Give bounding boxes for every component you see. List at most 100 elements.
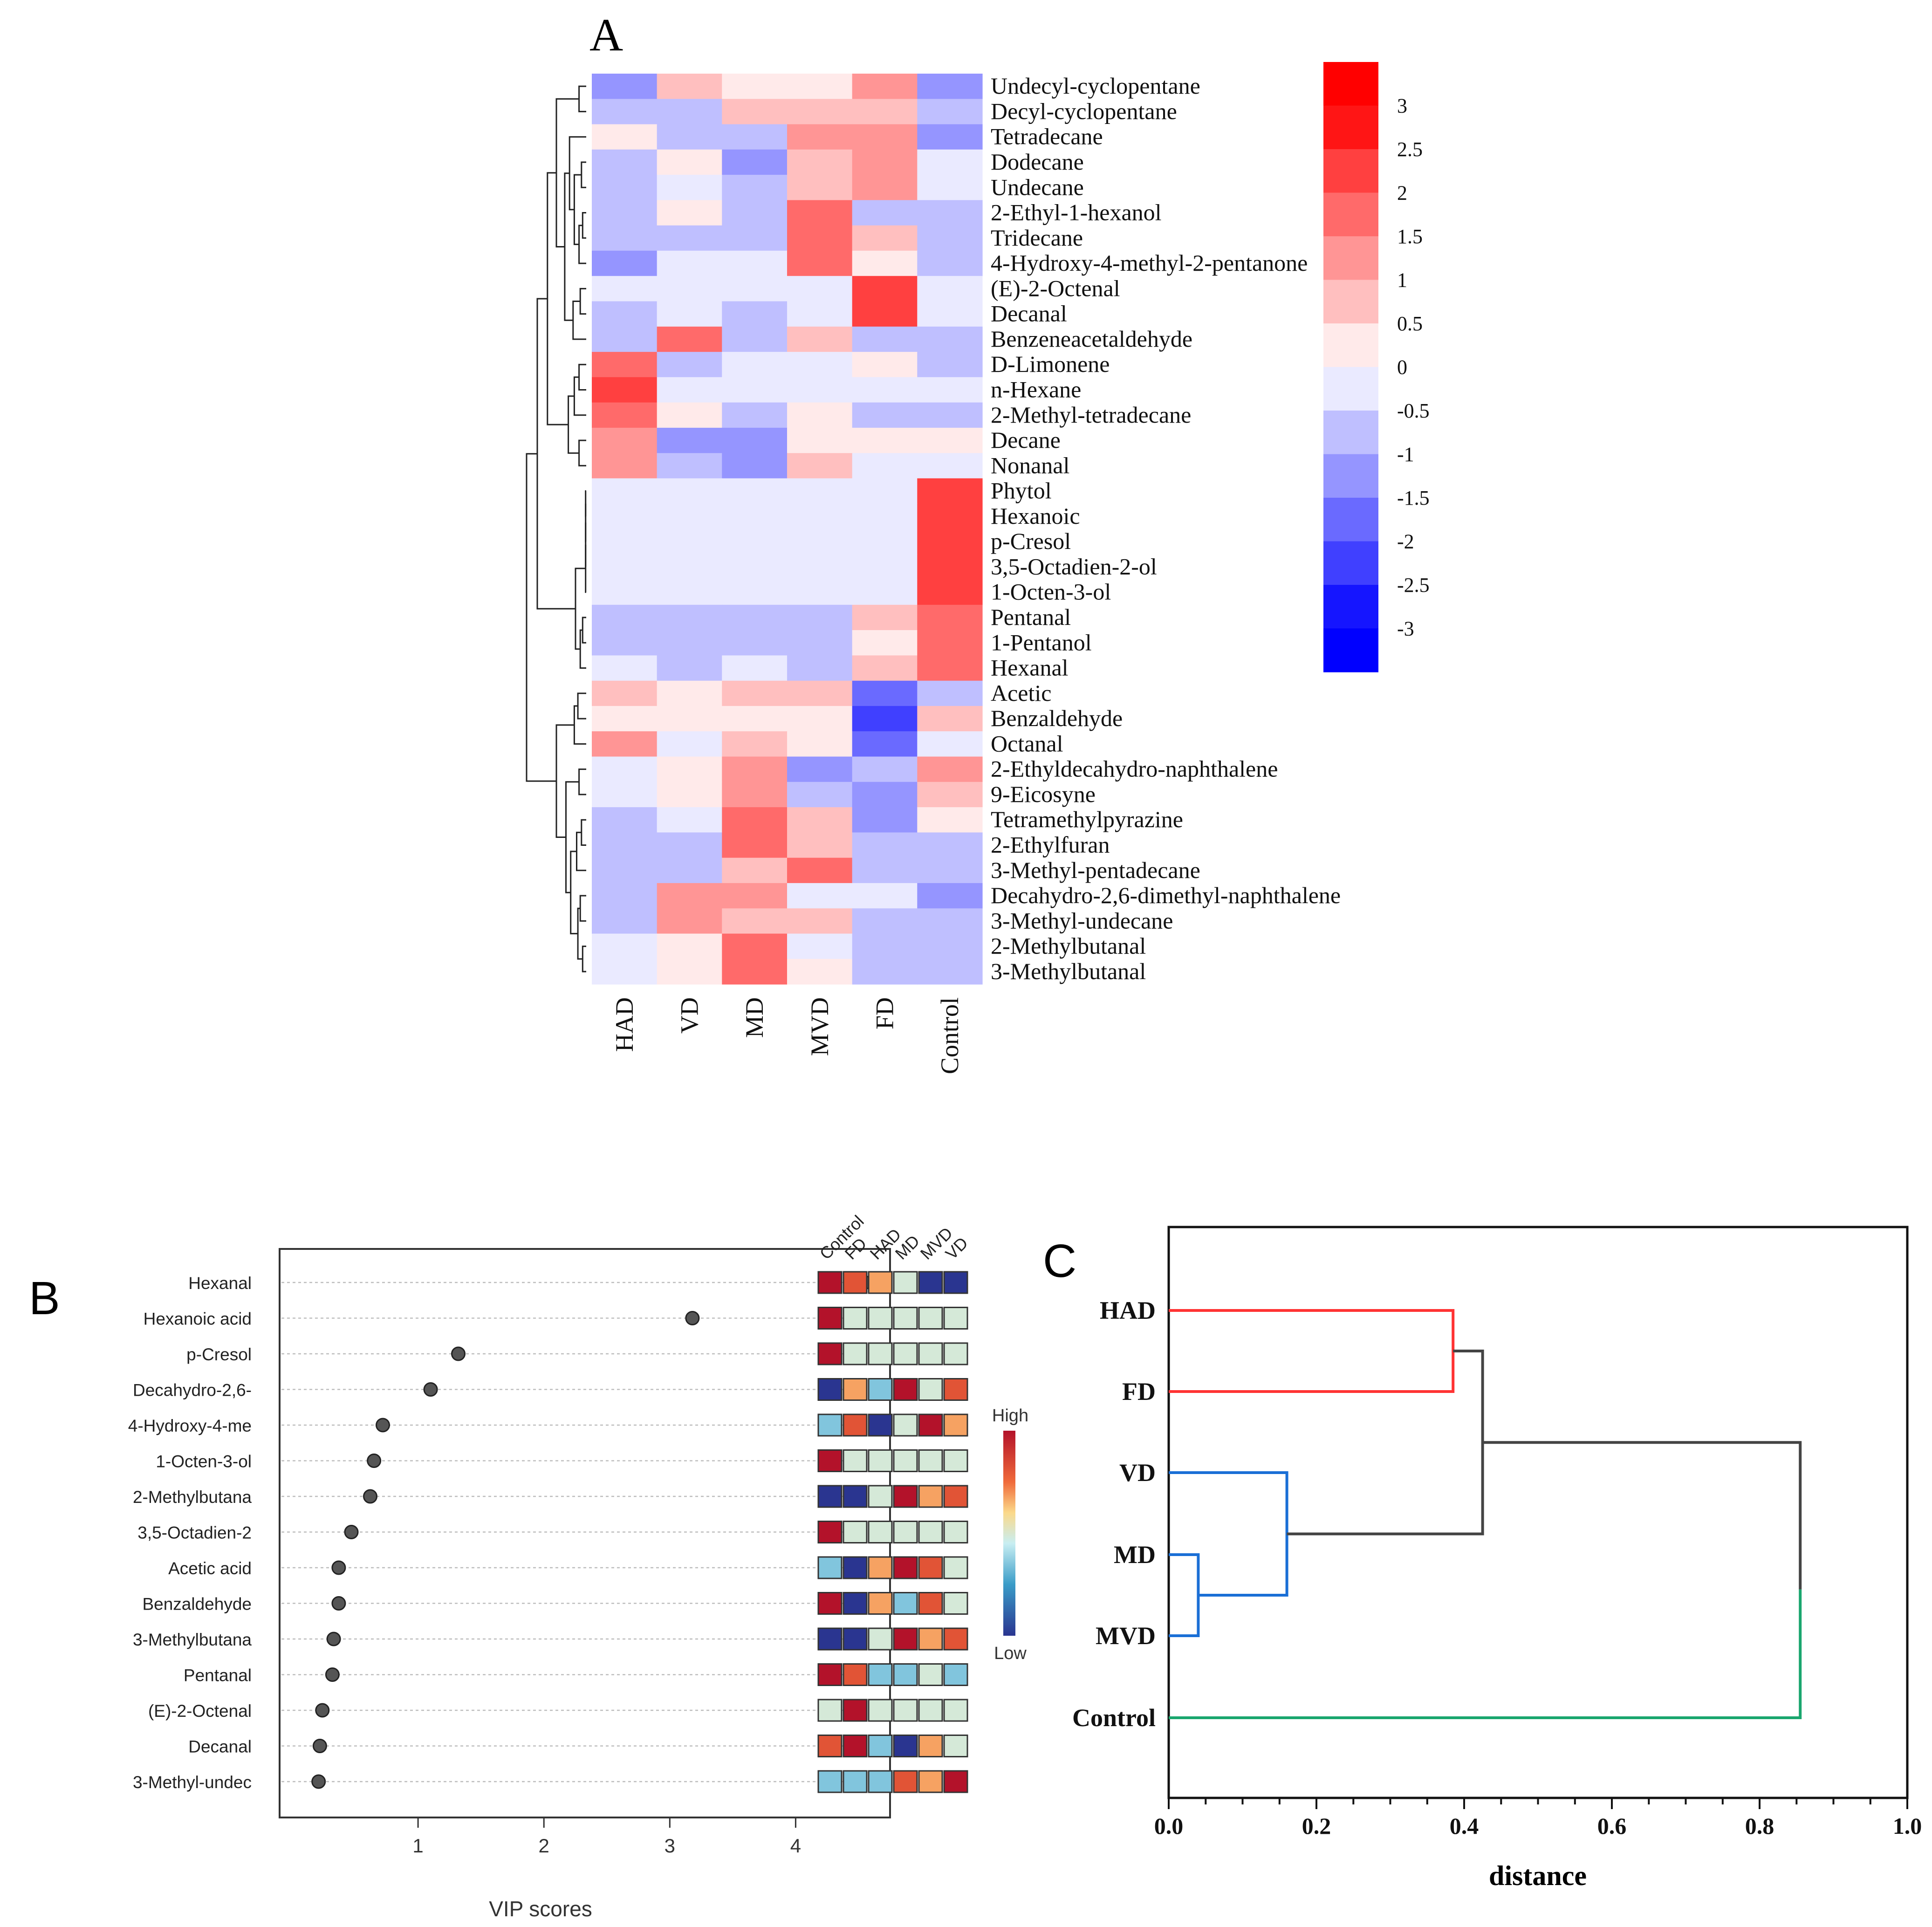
heatmap-cell <box>657 756 722 782</box>
side-heatmap-cell <box>893 1485 918 1508</box>
row-label: Pentanal <box>991 604 1071 630</box>
heatmap-cell <box>917 200 983 226</box>
colorbar-tick-label: -0.5 <box>1397 399 1430 422</box>
side-heatmap-cell <box>817 1485 843 1508</box>
heatmap-cell <box>657 352 722 377</box>
heatmap-cell <box>592 74 658 99</box>
heatmap-cell <box>722 731 788 757</box>
heatmap-cell <box>852 377 918 403</box>
side-heatmap-cell <box>943 1378 968 1401</box>
row-labels: Undecyl-cyclopentaneDecyl-cyclopentaneTe… <box>991 73 1341 984</box>
heatmap-cell <box>787 377 853 403</box>
heatmap-cell <box>917 933 983 960</box>
heatmap-cell <box>592 149 658 175</box>
heatmap-cell <box>722 630 788 656</box>
side-heatmap-cell <box>868 1556 893 1579</box>
colorbar-band <box>1323 62 1378 106</box>
side-heatmap-cell <box>893 1699 918 1722</box>
dendrogram-branch <box>526 453 556 782</box>
row-label: Tridecane <box>991 225 1083 251</box>
heatmap-cell <box>917 630 983 656</box>
colorbar-tick-label: -2.5 <box>1397 574 1430 597</box>
heatmap-cell <box>852 200 918 226</box>
heatmap-cell <box>592 731 658 757</box>
heatmap-cell <box>787 756 853 782</box>
heatmap-cell <box>852 276 918 302</box>
dendrogram-branch <box>1482 1441 1802 1590</box>
heatmap-cell <box>657 832 722 858</box>
side-heatmap-cell <box>868 1735 893 1757</box>
side-heatmap-cell <box>843 1485 868 1508</box>
dendrogram-branch <box>578 768 586 795</box>
dendrogram-leaf-label: Control <box>1072 1704 1156 1732</box>
heatmap-cell <box>657 250 722 276</box>
heatmap-cell <box>917 554 983 580</box>
heatmap-cell <box>917 832 983 858</box>
dendrogram-branch <box>578 85 586 112</box>
heatmap-cell <box>722 326 788 352</box>
heatmap-cell <box>787 427 853 453</box>
side-heatmap-cell <box>868 1271 893 1294</box>
heatmap-cell <box>592 200 658 226</box>
vip-gridlines <box>281 1282 888 1783</box>
heatmap-cell <box>722 225 788 251</box>
panel-b-label: B <box>29 1272 60 1324</box>
row-label: 3-Methyl-pentadecane <box>991 857 1200 883</box>
heatmap-cell <box>852 604 918 631</box>
side-heatmap-cell <box>817 1627 843 1651</box>
side-heatmap-cell <box>918 1735 943 1757</box>
heatmap-cell <box>722 579 788 605</box>
vip-x-axis-label: VIP scores <box>489 1897 592 1921</box>
heatmap-cell <box>592 579 658 605</box>
heatmap-cell <box>917 175 983 200</box>
side-heatmap-cell <box>943 1271 968 1294</box>
heatmap-cell <box>917 149 983 175</box>
heatmap-cell <box>917 503 983 529</box>
heatmap-cell <box>722 832 788 858</box>
heatmap-cell <box>722 124 788 150</box>
heatmap-cell <box>657 959 722 985</box>
vip-legend-gradient <box>1003 1431 1015 1636</box>
dendrogram-leaf-label: VD <box>1119 1459 1156 1487</box>
panel-a-label: A <box>589 9 623 61</box>
row-label: 3,5-Octadien-2-ol <box>991 553 1157 579</box>
sample-dendrogram <box>1169 1309 1802 1719</box>
colorbar-tick-label: -2 <box>1397 530 1414 553</box>
side-heatmap-cell <box>943 1592 968 1615</box>
heatmap-cell <box>592 959 658 985</box>
side-heatmap-cell <box>893 1627 918 1651</box>
heatmap-cell <box>592 680 658 706</box>
heatmap-cell <box>722 680 788 706</box>
row-label: Benzeneacetaldehyde <box>991 326 1192 352</box>
heatmap-cell <box>787 175 853 200</box>
side-heatmap-cell <box>943 1307 968 1330</box>
side-heatmap-cell <box>868 1449 893 1472</box>
heatmap-cell <box>592 225 658 251</box>
vip-category-label: 3,5-Octadien-2 <box>137 1523 252 1543</box>
colorbar-tick-label: 3 <box>1397 95 1407 117</box>
column-label: MD <box>740 997 768 1038</box>
row-label: n-Hexane <box>991 377 1081 403</box>
vip-plot-frame <box>279 1248 891 1818</box>
heatmap-cell <box>787 782 853 808</box>
heatmap-cell <box>787 503 853 529</box>
heatmap-cell <box>592 503 658 529</box>
colorbar-band <box>1323 149 1378 193</box>
dendrogram-leaf-labels: HAD FD VD MD MVD Control <box>1072 1296 1156 1732</box>
heatmap-cell <box>852 149 918 175</box>
row-label: 2-Ethyl-1-hexanol <box>991 199 1162 226</box>
vip-point <box>325 1667 340 1682</box>
row-dendrogram <box>526 85 587 973</box>
side-heatmap-cell <box>817 1449 843 1472</box>
heatmap-cell <box>852 630 918 656</box>
row-label: 1-Pentanol <box>991 629 1092 655</box>
heatmap-cell <box>592 857 658 884</box>
heatmap-cell <box>852 933 918 960</box>
heatmap-cell <box>787 933 853 960</box>
side-heatmap-cell <box>843 1735 868 1757</box>
heatmap-cell <box>722 74 788 99</box>
heatmap-cell <box>917 326 983 352</box>
row-label: p-Cresol <box>991 528 1071 554</box>
heatmap-cell <box>657 74 722 99</box>
